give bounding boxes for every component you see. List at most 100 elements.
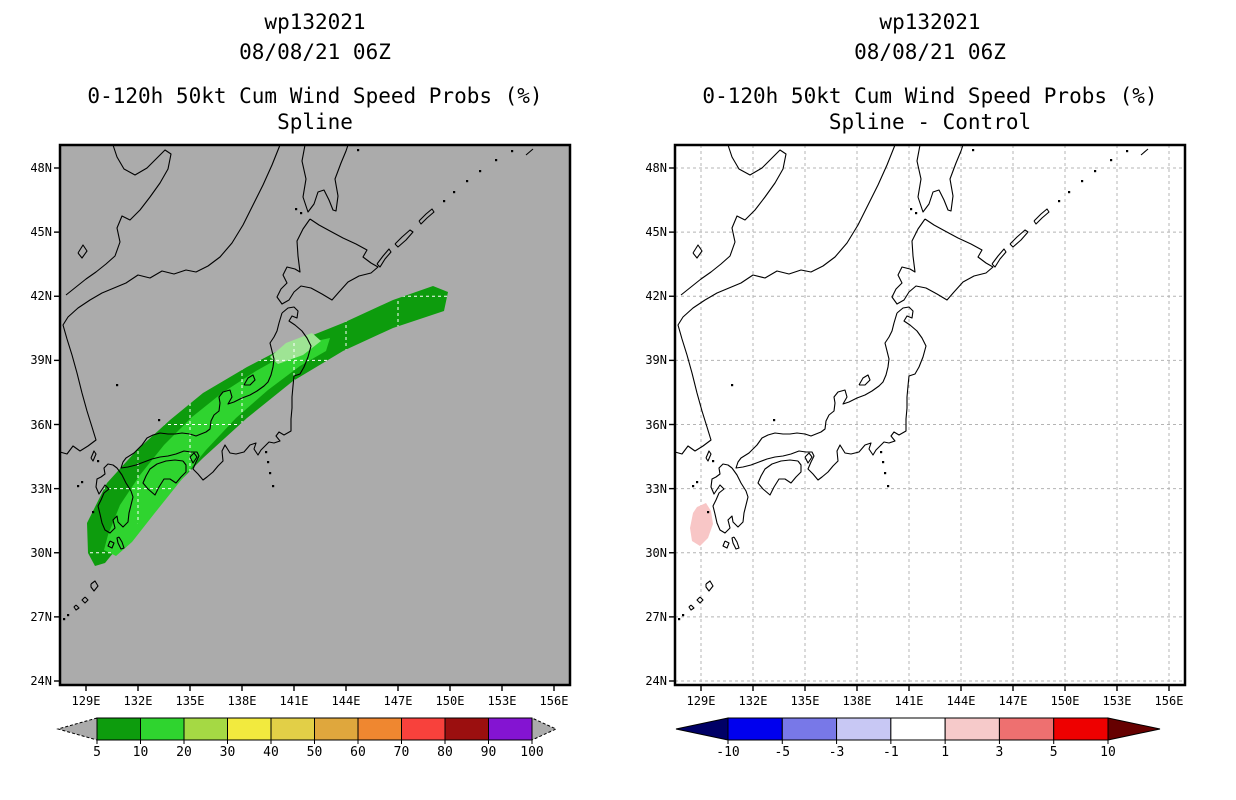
lat-tick-label: 24N (30, 674, 52, 688)
method-subtitle: Spline - Control (828, 110, 1032, 134)
colorbar-tick-label: 90 (481, 745, 497, 760)
lon-tick-label: 129E (686, 694, 716, 708)
colorbar-segment (401, 717, 446, 741)
colorbar-tick-label: 5 (93, 745, 101, 760)
colorbar-tick-label: 100 (520, 745, 543, 760)
colorbar-tick-label: -10 (716, 745, 739, 760)
product-title: 0-120h 50kt Cum Wind Speed Probs (%) (702, 84, 1158, 108)
colorbar-segment (836, 717, 892, 741)
method-subtitle: Spline (277, 110, 353, 134)
difference-colorbar: -10 -5 -3 -1 1 3 5 10 (675, 717, 1161, 760)
coastlines-layer (59, 144, 534, 621)
map-background (60, 145, 570, 685)
lat-tick-label: 30N (645, 545, 667, 560)
colorbar-tick-label: -5 (774, 745, 790, 760)
init-time-title: 08/08/21 06Z (239, 40, 391, 64)
colorbar-tick-label: -3 (829, 745, 845, 760)
colorbar-segment (270, 717, 315, 741)
lat-tick-label: 42N (645, 289, 667, 304)
lon-tick-label: 132E (123, 694, 153, 708)
lat-tick-label: 45N (30, 225, 52, 240)
storm-id-title: wp132021 (264, 10, 366, 34)
lon-tick-label: 156E (1154, 694, 1184, 708)
lon-tick-label: 144E (946, 694, 976, 708)
colorbar-segment (357, 717, 402, 741)
colorbar-tick-label: 30 (220, 745, 236, 760)
colorbar-segment (227, 717, 272, 741)
colorbar-segment (488, 717, 533, 741)
lat-tick-label: 36N (645, 417, 667, 432)
colorbar-tick-label: 70 (394, 745, 410, 760)
colorbar-extension-arrow-right (531, 717, 558, 741)
lon-tick-label: 156E (539, 694, 569, 708)
lon-tick-label: 153E (1102, 694, 1132, 708)
lat-tick-label: 48N (645, 161, 667, 175)
lat-tick-label: 39N (30, 353, 52, 368)
lat-tick-label: 24N (645, 674, 667, 688)
lon-tick-label: 138E (842, 694, 872, 708)
colorbar-tick-label: 1 (941, 745, 949, 760)
axis-ticks (669, 167, 1170, 691)
map-background (675, 145, 1185, 685)
lon-tick-label: 150E (435, 694, 465, 708)
lon-tick-label: 144E (331, 694, 361, 708)
lon-tick-label: 147E (998, 694, 1028, 708)
colorbar-segment (183, 717, 228, 741)
lat-tick-label: 27N (30, 609, 52, 624)
lat-tick-label: 36N (30, 417, 52, 432)
gridlines-layer (675, 145, 1185, 685)
colorbar-tick-label: 50 (307, 745, 323, 760)
lat-tick-label: 27N (645, 609, 667, 624)
colorbar-tick-label: -1 (883, 745, 899, 760)
lat-tick-label: 33N (645, 481, 667, 496)
lat-tick-label: 48N (30, 161, 52, 175)
map-border (58, 143, 572, 687)
probability-band-region (104, 338, 330, 556)
lon-tick-label: 153E (487, 694, 517, 708)
colorbar-segment (444, 717, 489, 741)
lat-tick-label: 45N (645, 225, 667, 240)
colorbar-segment (890, 717, 946, 741)
colorbar-segment (96, 717, 141, 741)
init-time-title: 08/08/21 06Z (854, 40, 1006, 64)
lon-tick-label: 147E (383, 694, 413, 708)
colorbar-tick-label: 60 (350, 745, 366, 760)
colorbar-extension-arrow-left (675, 717, 729, 741)
lon-tick-label: 135E (790, 694, 820, 708)
colorbar-segment (314, 717, 359, 741)
axis-ticks (54, 167, 555, 691)
lon-tick-label: 141E (894, 694, 924, 708)
colorbar-tick-label: 10 (1100, 745, 1116, 760)
colorbar-tick-label: 3 (996, 745, 1004, 760)
lon-tick-label: 135E (175, 694, 205, 708)
colorbar-tick-label: 80 (437, 745, 453, 760)
colorbar-segment (944, 717, 1000, 741)
coastlines-layer (674, 144, 1149, 621)
map-border (673, 143, 1187, 687)
colorbar-segment (1053, 717, 1109, 741)
lon-tick-label: 132E (738, 694, 768, 708)
difference-region-layer (690, 503, 713, 546)
lat-tick-label: 42N (30, 289, 52, 304)
lat-tick-label: 39N (645, 353, 667, 368)
colorbar-extension-arrow-left (56, 717, 98, 741)
colorbar-segment (140, 717, 185, 741)
lat-tick-label: 30N (30, 545, 52, 560)
storm-id-title: wp132021 (879, 10, 981, 34)
colorbar-segment (727, 717, 783, 741)
probability-map-difference (669, 143, 1187, 691)
colorbar-segment (998, 717, 1055, 741)
lon-tick-label: 129E (71, 694, 101, 708)
lon-tick-label: 150E (1050, 694, 1080, 708)
colorbar-tick-label: 40 (263, 745, 279, 760)
lon-tick-label: 138E (227, 694, 257, 708)
probability-map-spline (54, 143, 572, 691)
colorbar-tick-label: 10 (133, 745, 149, 760)
difference-region (690, 503, 713, 546)
lon-tick-label: 141E (279, 694, 309, 708)
probability-colorbar: 5 10 20 30 40 50 60 70 80 90 100 (56, 717, 558, 760)
colorbar-segment (781, 717, 838, 741)
product-title: 0-120h 50kt Cum Wind Speed Probs (%) (87, 84, 543, 108)
colorbar-extension-arrow-right (1107, 717, 1161, 741)
